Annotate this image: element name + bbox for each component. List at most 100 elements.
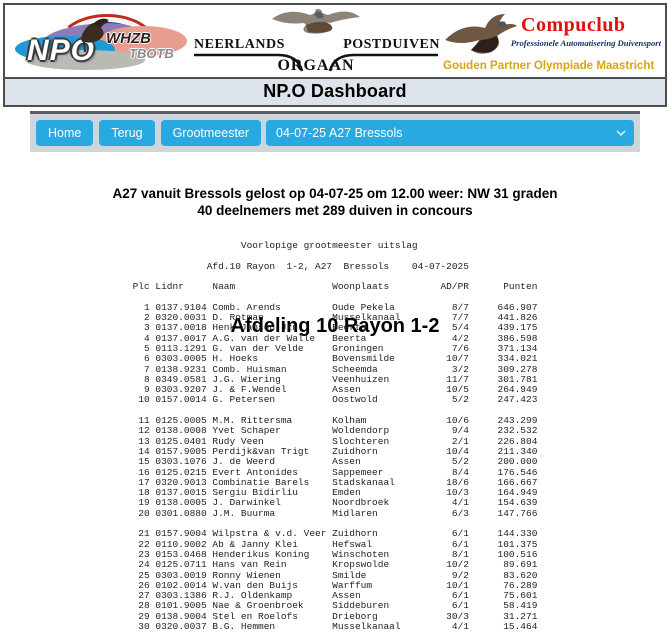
cell-lidnr: 0110.9002 (155, 538, 207, 550)
table-row: 22 0110.9002 Ab & Janny Klei Hefswal 6/1… (132, 538, 537, 550)
cell-woonplaats: Assen (332, 456, 435, 468)
cell-woonplaats: Smilde (332, 569, 435, 581)
home-button[interactable]: Home (36, 120, 94, 146)
cell-lidnr: 0157.9004 (155, 528, 207, 540)
npo-ellipse (25, 50, 145, 70)
compuclub-pigeon-icon (443, 12, 519, 63)
cell-plc: 27 (132, 590, 150, 602)
cell-plc: 16 (132, 466, 150, 478)
tbotb-logo-text: TBOTB (129, 46, 174, 61)
cell-lidnr: 0125.0005 (155, 415, 207, 427)
cell-naam: Ronny Wienen (212, 569, 327, 581)
cell-lidnr: 0137.9104 (155, 301, 207, 313)
cell-lidnr: 0125.0401 (155, 435, 207, 447)
cell-plc: 28 (132, 600, 150, 612)
cell-lidnr: 0303.0019 (155, 569, 207, 581)
table-row: 9 0303.9207 J. & F.Wendel Assen 10/5 264… (133, 384, 537, 396)
cell-adpr: 6/1 (434, 600, 469, 612)
cell-plc: 3 (132, 322, 150, 334)
cell-plc: 25 (132, 569, 150, 581)
cell-adpr: 10/4 (434, 445, 469, 457)
cell-punten: 154.639 (468, 497, 538, 509)
cell-woonplaats: Bovensmilde (332, 353, 435, 365)
cell-punten: 89.691 (468, 559, 538, 571)
cell-naam: J. Darwinkel (212, 497, 327, 509)
cell-naam: D. Rotman (212, 312, 327, 324)
cell-plc: 12 (132, 425, 150, 437)
table-row: 7 0138.9231 Comb. Huisman Scheemda 3/2 3… (133, 363, 537, 375)
cell-lidnr: Lidnr (155, 281, 207, 293)
cell-punten: 247.423 (468, 394, 538, 406)
cell-punten: 83.620 (468, 569, 538, 581)
dashboard-title: NP.O Dashboard (263, 81, 407, 101)
cell-punten: 200.000 (468, 456, 538, 468)
cell-adpr: 10/6 (434, 415, 469, 427)
cell-plc: 17 (132, 476, 150, 488)
cell-plc: 15 (132, 456, 150, 468)
cell-naam: Comb. Huisman (212, 363, 327, 375)
cell-plc: 5 (132, 342, 150, 354)
cell-adpr: 4/2 (434, 332, 469, 344)
cell-naam: Hans van Rein (212, 559, 327, 571)
cell-punten: 243.299 (468, 415, 538, 427)
terug-button[interactable]: Terug (99, 120, 155, 146)
cell-lidnr: 0137.0018 (155, 322, 207, 334)
table-row: 16 0125.0215 Evert Antonides Sappemeer 8… (132, 466, 537, 478)
table-row: 3 0137.0018 Henk Jansen Jzn. Beerta 5/4 … (132, 322, 537, 334)
cell-punten: 100.516 (468, 548, 538, 560)
cell-naam: Henderikus Koning (212, 548, 327, 560)
cell-woonplaats: Noordbroek (332, 497, 435, 509)
cell-adpr: 5/4 (434, 322, 469, 334)
header-box: NPO WHZB TBOTB NEERLANDS POSTDUIVEN (3, 3, 667, 107)
cell-lidnr: 0303.0005 (155, 353, 207, 365)
grootmeester-button[interactable]: Grootmeester (160, 120, 262, 146)
nav-bar: Home Terug Grootmeester 04-07-25 A27 Bre… (30, 111, 640, 152)
cell-punten: 31.271 (468, 610, 538, 622)
cell-adpr: 8/4 (434, 466, 469, 478)
cell-punten: 76.289 (468, 579, 538, 591)
cell-woonplaats: Kropswolde (332, 559, 435, 571)
table-row: 20 0301.0880 J.M. Buurma Midlaren 6/3 14… (132, 507, 537, 519)
cell-plc: 29 (132, 610, 150, 622)
cell-woonplaats: Assen (332, 384, 435, 396)
cell-punten: 164.949 (468, 487, 538, 499)
cell-naam: Henk Jansen Jzn. (212, 322, 327, 334)
table-row: 19 0138.0005 J. Darwinkel Noordbroek 4/1… (133, 497, 538, 509)
cell-naam: R.J. Oldenkamp (212, 590, 327, 602)
cell-lidnr: 0320.0037 (155, 620, 207, 632)
table-row: 28 0101.9005 Nae & Groenbroek Siddeburen… (132, 600, 537, 612)
npo-whzb-logo: NPO WHZB TBOTB (11, 8, 189, 74)
cell-adpr: 2/1 (434, 435, 469, 447)
results-report: Voorlopige grootmeester uitslag Afd.10 R… (0, 240, 670, 632)
cell-lidnr: 0113.1291 (155, 342, 207, 354)
logo-row: NPO WHZB TBOTB NEERLANDS POSTDUIVEN (5, 5, 665, 77)
table-row: 8 0349.0581 J.G. Wiering Veenhuizen 11/7… (133, 374, 537, 385)
race-select[interactable]: 04-07-25 A27 Bressols (266, 120, 634, 146)
cell-plc: 30 (132, 620, 150, 632)
cell-plc: 26 (132, 579, 150, 591)
cell-adpr: 10/7 (434, 353, 469, 365)
cell-punten: 646.907 (468, 301, 538, 313)
cell-adpr: 30/3 (434, 610, 469, 622)
cell-naam: Wilpstra & v.d. Veer (212, 528, 327, 540)
table-row: 1 0137.9104 Comb. Arends Oude Pekela 8/7… (133, 301, 538, 313)
cell-adpr: 8/1 (434, 548, 469, 560)
cell-plc: 22 (132, 538, 150, 550)
cell-lidnr: 0157.0014 (155, 394, 207, 406)
neerlands-text: NEERLANDS (194, 37, 285, 52)
cell-naam: Stel en Roelofs (212, 610, 327, 622)
cell-woonplaats: Beerta (332, 322, 435, 334)
cell-lidnr: 0138.9231 (155, 363, 207, 375)
cell-lidnr: 0138.9004 (155, 610, 207, 622)
table-row: 29 0138.9004 Stel en Roelofs Drieborg 30… (132, 610, 538, 622)
cell-woonplaats: Musselkanaal (332, 312, 435, 324)
page-title: Afdeling 10 Rayon 1-2 (230, 315, 440, 337)
cell-plc: 20 (132, 507, 150, 519)
table-row: 10 0157.0014 G. Petersen Oostwold 5/2 24… (133, 394, 538, 406)
cell-lidnr: 0320.0031 (155, 312, 207, 324)
table-row: 11 0125.0005 M.M. Rittersma Kolham 10/6 … (133, 415, 538, 427)
postduiven-text: POSTDUIVEN (343, 37, 440, 52)
cell-adpr: 4/1 (434, 620, 469, 632)
results-report-inner: Voorlopige grootmeester uitslag Afd.10 R… (132, 240, 538, 632)
participants-line: 40 deelnemers met 289 duiven in concours (197, 203, 473, 218)
